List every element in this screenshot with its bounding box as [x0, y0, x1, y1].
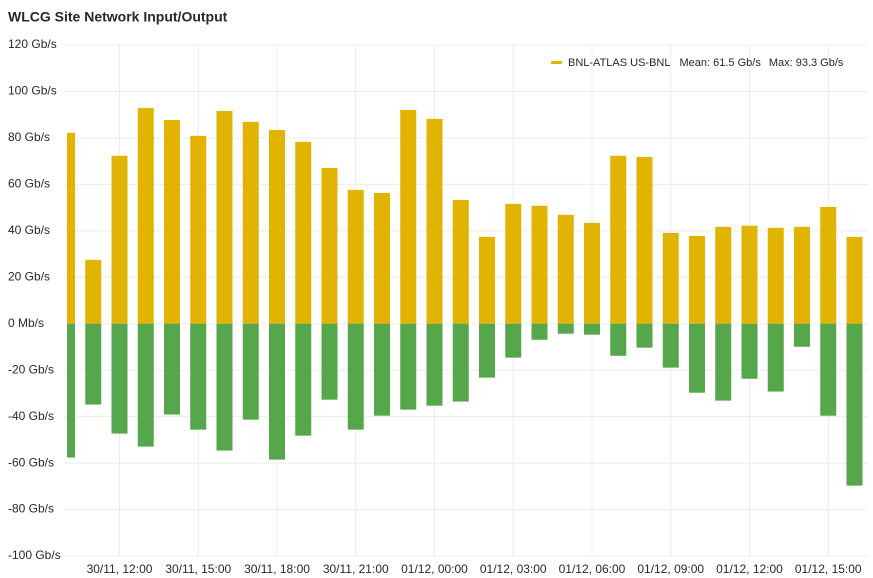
y-tick-label: 120 Gb/s — [8, 37, 57, 51]
bar — [741, 225, 758, 324]
chart-title: WLCG Site Network Input/Output — [8, 9, 228, 25]
bar — [164, 323, 180, 415]
bar — [479, 323, 495, 378]
bar — [190, 323, 207, 430]
legend-swatch — [551, 61, 562, 64]
x-tick-label: 01/12, 06:00 — [559, 562, 626, 576]
bar — [426, 118, 443, 324]
bar — [689, 235, 705, 324]
bar — [452, 323, 469, 402]
bar — [216, 323, 233, 451]
bar — [584, 222, 600, 324]
x-tick-label: 01/12, 15:00 — [795, 562, 862, 576]
bar — [190, 135, 207, 324]
bar — [636, 323, 653, 348]
bar — [610, 155, 627, 324]
bar — [794, 323, 810, 347]
x-tick-label: 01/12, 09:00 — [637, 562, 704, 576]
x-tick-label: 30/11, 15:00 — [165, 562, 231, 576]
x-tick-label: 01/12, 12:00 — [716, 562, 783, 576]
bar — [715, 226, 732, 324]
bar — [557, 323, 574, 334]
bar — [374, 323, 390, 416]
y-tick-label: 60 Gb/s — [8, 177, 50, 191]
bar — [85, 323, 102, 405]
bar — [662, 323, 679, 368]
bar — [242, 323, 259, 420]
y-tick-label: 80 Gb/s — [8, 130, 50, 144]
bars — [67, 107, 863, 486]
x-tick-label: 01/12, 00:00 — [401, 562, 468, 576]
bar — [820, 323, 837, 416]
bar — [820, 206, 837, 324]
x-tick-label: 30/11, 12:00 — [87, 562, 153, 576]
bar — [557, 214, 574, 324]
bar — [374, 192, 390, 324]
bar — [584, 323, 600, 335]
bar — [846, 323, 863, 486]
x-tick-label: 01/12, 03:00 — [480, 562, 547, 576]
bar — [321, 323, 338, 400]
bar — [846, 236, 863, 324]
bar — [347, 323, 364, 430]
bar — [610, 323, 627, 356]
y-tick-label: -40 Gb/s — [8, 409, 54, 423]
bar — [295, 323, 312, 436]
labels: -100 Gb/s -80 Gb/s -60 Gb/s -40 Gb/s -20 Gb/… — [8, 37, 862, 576]
bar — [767, 323, 784, 392]
bar — [164, 120, 180, 324]
bar — [67, 323, 75, 458]
y-tick-label: -20 Gb/s — [8, 362, 54, 376]
bar — [531, 323, 548, 340]
bar — [400, 110, 417, 324]
y-tick-label: -100 Gb/s — [8, 548, 61, 562]
bar — [137, 323, 154, 447]
legend-stat: Mean: 61.5 Gb/s — [680, 57, 762, 69]
bar — [111, 323, 128, 434]
y-tick-label: -80 Gb/s — [8, 502, 54, 516]
legend-stat: Max: 93.3 Gb/s — [769, 57, 844, 69]
bar — [347, 189, 364, 324]
bar — [269, 130, 285, 324]
bar — [505, 203, 522, 324]
bar — [767, 227, 784, 324]
bar — [636, 156, 653, 324]
bar — [689, 323, 705, 393]
bar — [269, 323, 285, 460]
y-tick-label: 20 Gb/s — [8, 269, 50, 283]
y-tick-label: 100 Gb/s — [8, 84, 57, 98]
x-tick-label: 30/11, 18:00 — [244, 562, 310, 576]
bar — [67, 132, 75, 324]
bar — [85, 259, 102, 324]
bar — [111, 155, 128, 324]
bar — [242, 121, 259, 324]
y-tick-label: -60 Gb/s — [8, 455, 54, 469]
bar — [216, 110, 233, 324]
bar — [741, 323, 758, 379]
y-tick-label: 0 Mb/s — [8, 316, 44, 330]
bar — [715, 323, 732, 401]
legend-label: BNL-ATLAS US-BNL — [568, 57, 671, 69]
bar — [137, 107, 154, 324]
x-tick-label: 30/11, 21:00 — [323, 562, 389, 576]
bar — [426, 323, 443, 406]
bar — [295, 141, 312, 324]
bar — [479, 236, 495, 324]
bar — [794, 226, 810, 324]
bar — [531, 205, 548, 324]
bar — [321, 167, 338, 324]
bar — [662, 232, 679, 324]
bar — [452, 199, 469, 324]
bar — [505, 323, 522, 358]
y-tick-label: 40 Gb/s — [8, 223, 50, 237]
bar — [400, 323, 417, 410]
